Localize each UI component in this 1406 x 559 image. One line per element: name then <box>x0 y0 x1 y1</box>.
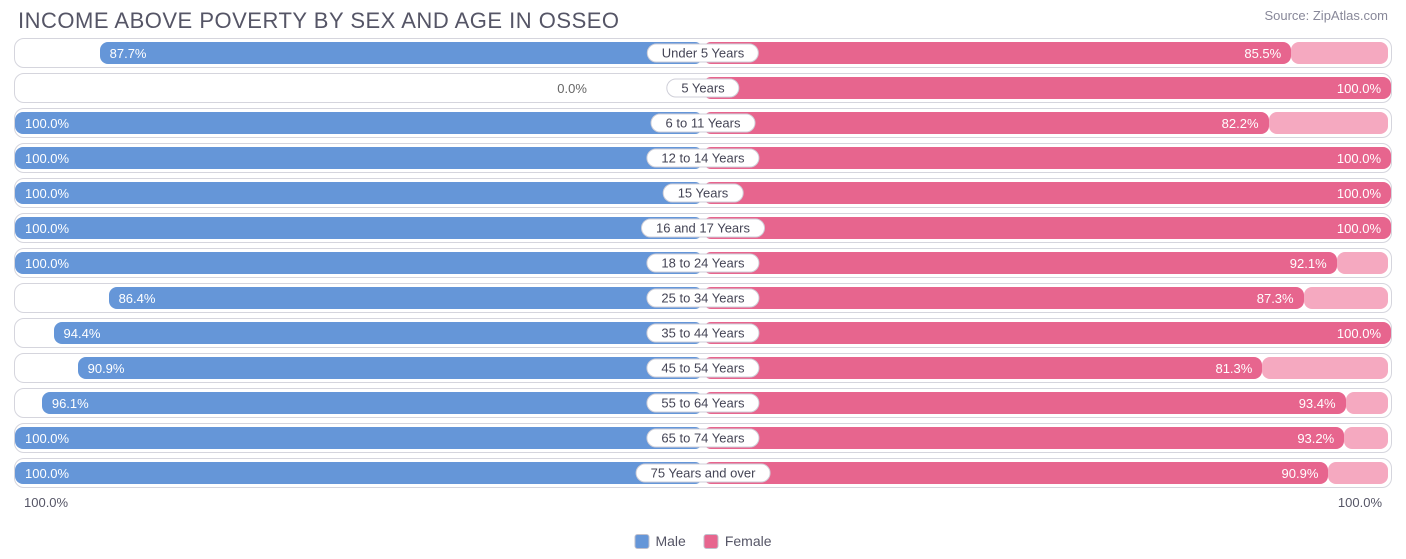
chart-row: 100.0% 100.0% 16 and 17 Years <box>14 213 1392 243</box>
male-value-label: 100.0% <box>25 221 69 236</box>
male-bar: 96.1% <box>42 392 703 414</box>
chart-row: 86.4% 87.3% 25 to 34 Years <box>14 283 1392 313</box>
female-bar: 82.2% <box>703 112 1269 134</box>
chart-row: 0.0% 100.0% 5 Years <box>14 73 1392 103</box>
male-bar: 100.0% <box>15 462 703 484</box>
female-value-label: 90.9% <box>1282 466 1319 481</box>
male-bar: 100.0% <box>15 182 703 204</box>
female-value-label: 82.2% <box>1222 116 1259 131</box>
legend-female-label: Female <box>725 533 772 549</box>
category-label: 65 to 74 Years <box>646 429 759 448</box>
female-bar: 100.0% <box>703 217 1391 239</box>
female-bar-remainder <box>1328 462 1388 484</box>
male-value-label: 100.0% <box>25 116 69 131</box>
butterfly-chart: 87.7% 85.5% Under 5 Years 0.0% 100.0% 5 Years… <box>0 38 1406 488</box>
female-value-label: 100.0% <box>1337 186 1381 201</box>
category-label: 12 to 14 Years <box>646 149 759 168</box>
female-bar: 85.5% <box>703 42 1291 64</box>
female-value-label: 100.0% <box>1337 221 1381 236</box>
legend: Male Female <box>634 533 771 549</box>
chart-row: 96.1% 93.4% 55 to 64 Years <box>14 388 1392 418</box>
axis-left-label: 100.0% <box>24 495 68 510</box>
chart-row: 90.9% 81.3% 45 to 54 Years <box>14 353 1392 383</box>
female-bar: 87.3% <box>703 287 1304 309</box>
chart-title: INCOME ABOVE POVERTY BY SEX AND AGE IN O… <box>18 8 620 34</box>
legend-item-female: Female <box>704 533 772 549</box>
category-label: 18 to 24 Years <box>646 254 759 273</box>
category-label: 75 Years and over <box>636 464 771 483</box>
chart-row: 100.0% 90.9% 75 Years and over <box>14 458 1392 488</box>
chart-row: 87.7% 85.5% Under 5 Years <box>14 38 1392 68</box>
category-label: 35 to 44 Years <box>646 324 759 343</box>
male-value-label: 86.4% <box>119 291 156 306</box>
category-label: 25 to 34 Years <box>646 289 759 308</box>
category-label: 55 to 64 Years <box>646 394 759 413</box>
male-bar: 100.0% <box>15 112 703 134</box>
female-bar: 93.4% <box>703 392 1346 414</box>
female-bar: 100.0% <box>703 182 1391 204</box>
chart-row: 100.0% 100.0% 12 to 14 Years <box>14 143 1392 173</box>
female-bar: 81.3% <box>703 357 1262 379</box>
female-bar-remainder <box>1269 112 1388 134</box>
category-label: 45 to 54 Years <box>646 359 759 378</box>
female-value-label: 85.5% <box>1244 46 1281 61</box>
female-value-label: 100.0% <box>1337 151 1381 166</box>
male-value-label: 100.0% <box>25 186 69 201</box>
female-value-label: 92.1% <box>1290 256 1327 271</box>
male-bar: 100.0% <box>15 252 703 274</box>
x-axis: 100.0% 100.0% <box>0 493 1406 510</box>
female-bar-remainder <box>1262 357 1388 379</box>
female-value-label: 93.4% <box>1299 396 1336 411</box>
female-bar-remainder <box>1344 427 1388 449</box>
male-value-label: 100.0% <box>25 466 69 481</box>
female-bar-remainder <box>1304 287 1388 309</box>
chart-source: Source: ZipAtlas.com <box>1264 8 1388 23</box>
male-value-label: 94.4% <box>64 326 101 341</box>
male-value-label: 87.7% <box>110 46 147 61</box>
male-bar: 86.4% <box>109 287 703 309</box>
male-bar: 100.0% <box>15 217 703 239</box>
female-bar: 100.0% <box>703 322 1391 344</box>
male-value-label: 90.9% <box>88 361 125 376</box>
male-value-label: 96.1% <box>52 396 89 411</box>
female-bar: 100.0% <box>703 77 1391 99</box>
chart-row: 100.0% 100.0% 15 Years <box>14 178 1392 208</box>
female-bar-remainder <box>1337 252 1388 274</box>
female-swatch <box>704 534 719 549</box>
legend-male-label: Male <box>655 533 685 549</box>
female-bar: 90.9% <box>703 462 1328 484</box>
female-bar-remainder <box>1291 42 1388 64</box>
category-label: 15 Years <box>663 184 744 203</box>
chart-row: 100.0% 92.1% 18 to 24 Years <box>14 248 1392 278</box>
category-label: 6 to 11 Years <box>651 114 756 133</box>
female-value-label: 100.0% <box>1337 81 1381 96</box>
female-value-label: 87.3% <box>1257 291 1294 306</box>
male-value-label: 100.0% <box>25 431 69 446</box>
chart-row: 94.4% 100.0% 35 to 44 Years <box>14 318 1392 348</box>
male-value-label: 100.0% <box>25 256 69 271</box>
axis-right-label: 100.0% <box>1338 495 1382 510</box>
category-label: Under 5 Years <box>647 44 759 63</box>
category-label: 5 Years <box>666 79 739 98</box>
male-value-label: 0.0% <box>557 81 593 96</box>
male-bar: 94.4% <box>54 322 703 344</box>
male-bar: 90.9% <box>78 357 703 379</box>
category-label: 16 and 17 Years <box>641 219 765 238</box>
male-swatch <box>634 534 649 549</box>
male-bar: 87.7% <box>100 42 703 64</box>
female-bar: 93.2% <box>703 427 1344 449</box>
male-bar: 100.0% <box>15 147 703 169</box>
female-value-label: 81.3% <box>1215 361 1252 376</box>
chart-row: 100.0% 93.2% 65 to 74 Years <box>14 423 1392 453</box>
chart-row: 100.0% 82.2% 6 to 11 Years <box>14 108 1392 138</box>
legend-item-male: Male <box>634 533 685 549</box>
female-bar-remainder <box>1346 392 1388 414</box>
female-value-label: 93.2% <box>1297 431 1334 446</box>
female-bar: 100.0% <box>703 147 1391 169</box>
male-value-label: 100.0% <box>25 151 69 166</box>
female-value-label: 100.0% <box>1337 326 1381 341</box>
male-bar: 100.0% <box>15 427 703 449</box>
female-bar: 92.1% <box>703 252 1337 274</box>
